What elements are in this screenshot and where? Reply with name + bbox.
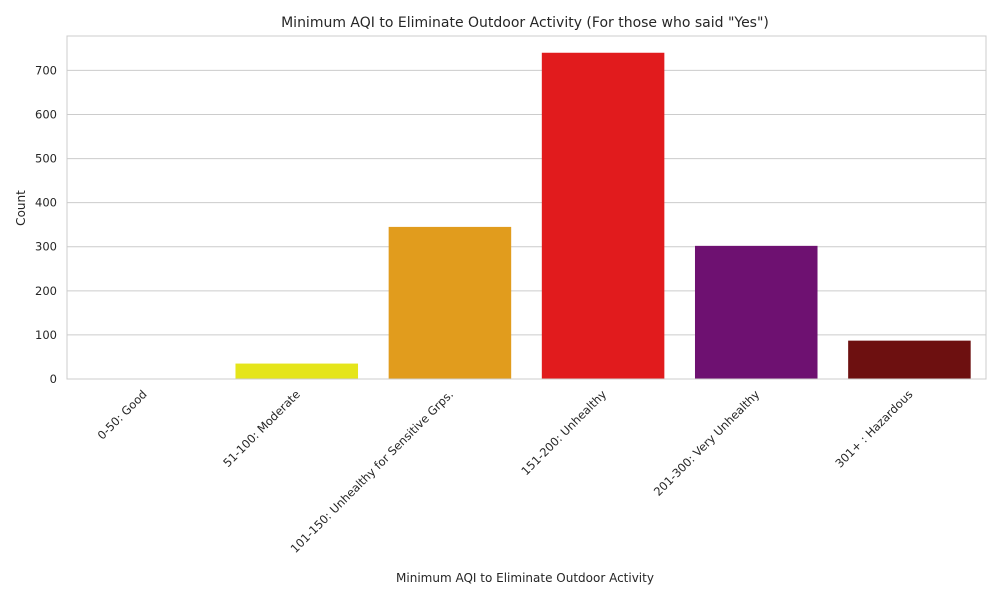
bars [235, 52, 971, 380]
y-tick-label: 100 [35, 328, 57, 342]
bar [694, 245, 818, 379]
y-tick-label: 200 [35, 284, 57, 298]
plot-area-frame [66, 35, 987, 380]
x-tick-label: 151-200: Unhealthy [518, 387, 609, 478]
bar [388, 226, 512, 379]
x-tick-label: 301+ : Hazardous [832, 387, 915, 470]
x-tick-label: 101-150: Unhealthy for Sensitive Grps. [288, 387, 457, 556]
y-tick-label: 300 [35, 240, 57, 254]
y-tick-label: 400 [35, 196, 57, 210]
y-tick-label: 600 [35, 107, 57, 121]
x-axis-label: Minimum AQI to Eliminate Outdoor Activit… [396, 571, 654, 585]
y-tick-label: 500 [35, 152, 57, 166]
chart-title: Minimum AQI to Eliminate Outdoor Activit… [281, 15, 769, 31]
y-axis-label: Count [14, 190, 28, 226]
bar [235, 363, 359, 379]
bar [848, 340, 971, 379]
x-tick-label: 51-100: Moderate [220, 387, 303, 470]
y-tick-label: 700 [35, 63, 57, 77]
grid-lines [67, 69, 986, 380]
bar [541, 52, 665, 380]
y-tick-label: 0 [50, 372, 57, 386]
x-tick-label: 201-300: Very Unhealthy [651, 387, 763, 499]
y-tick-labels: 0 100 200 300 400 500 600 700 [35, 63, 57, 386]
x-tick-label: 0-50: Good [95, 387, 150, 442]
